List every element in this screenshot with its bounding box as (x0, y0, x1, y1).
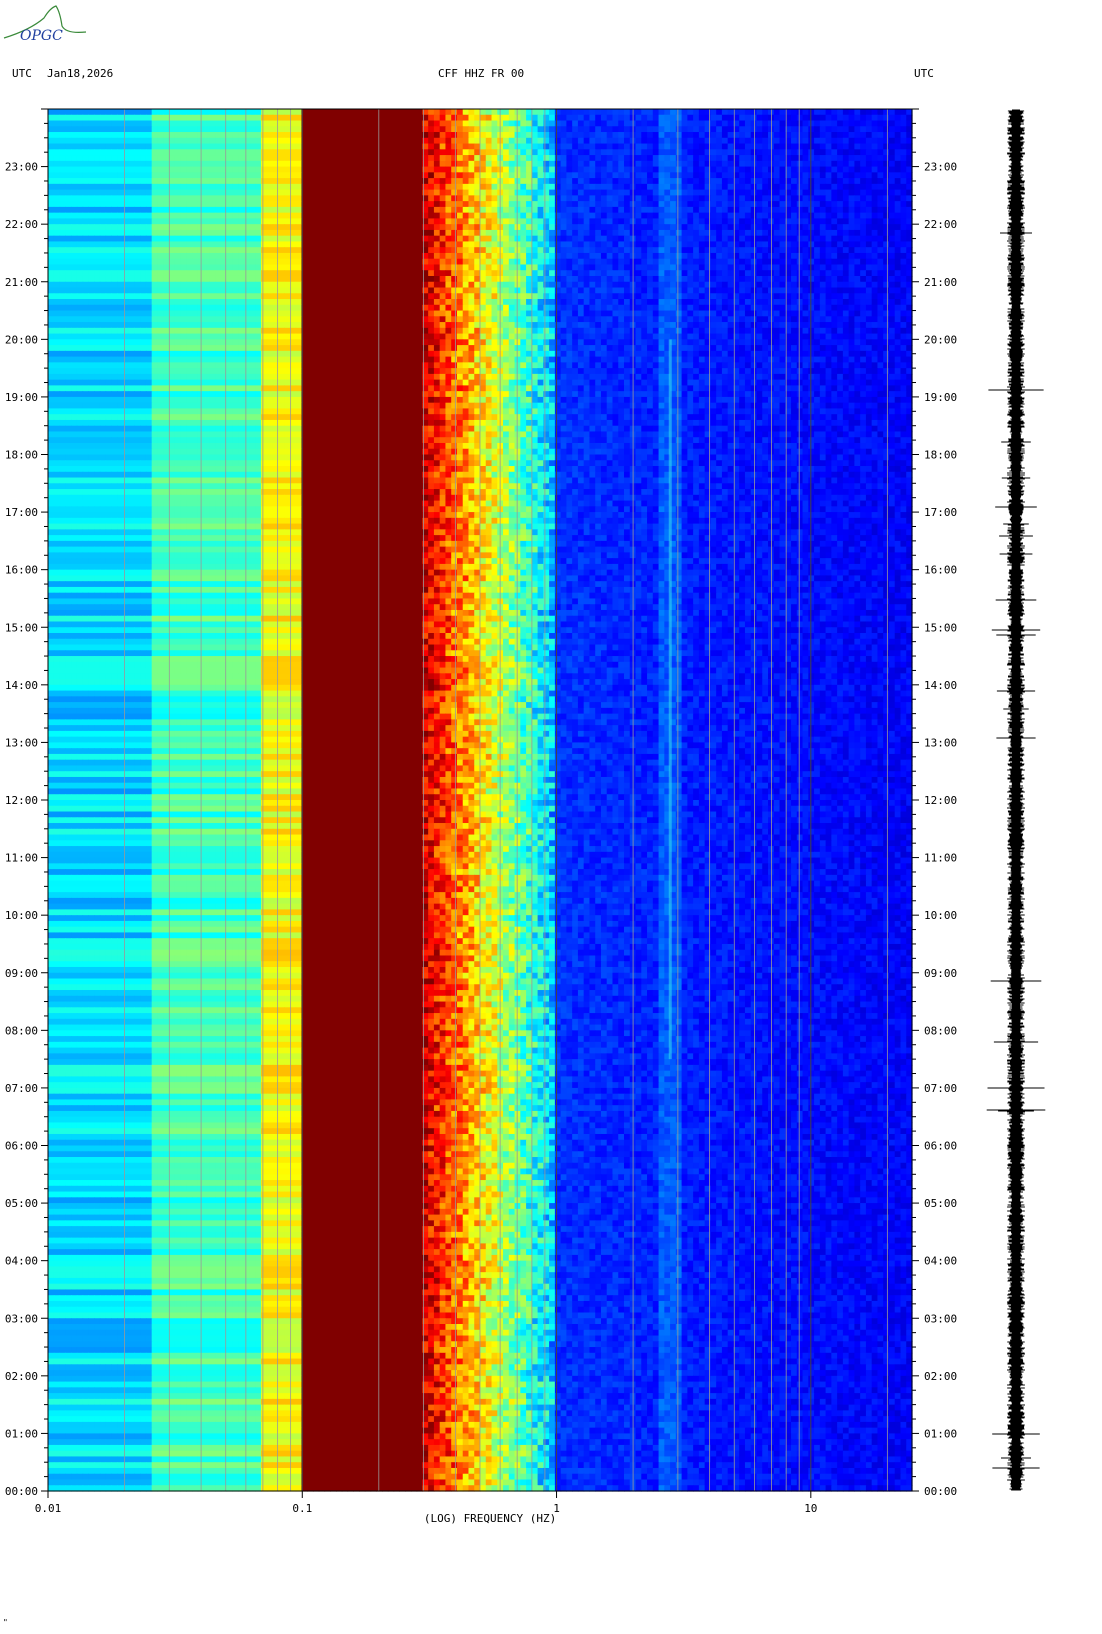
y-tick-label-left: 14:00 (5, 679, 38, 692)
y-tick-label-left: 17:00 (5, 506, 38, 519)
header-station: CFF HHZ FR 00 (438, 67, 524, 80)
y-tick-label-right: 05:00 (924, 1197, 957, 1210)
y-tick-label-right: 12:00 (924, 794, 957, 807)
header-right-tz: UTC (914, 67, 934, 80)
y-tick-label-right: 00:00 (924, 1485, 957, 1498)
y-tick-label-right: 07:00 (924, 1082, 957, 1095)
y-tick-label-left: 05:00 (5, 1197, 38, 1210)
y-tick-label-right: 02:00 (924, 1370, 957, 1383)
header-date: Jan18,2026 (47, 67, 113, 80)
y-tick-label-left: 02:00 (5, 1370, 38, 1383)
y-tick-label-right: 13:00 (924, 736, 957, 749)
seismogram-trace (986, 109, 1046, 1491)
y-tick-label-right: 11:00 (924, 852, 957, 865)
y-tick-label-left: 07:00 (5, 1082, 38, 1095)
y-tick-label-right: 15:00 (924, 621, 957, 634)
y-tick-label-right: 14:00 (924, 679, 957, 692)
spectrogram-cells (48, 109, 913, 1492)
y-tick-label-right: 06:00 (924, 1140, 957, 1153)
y-tick-label-left: 06:00 (5, 1140, 38, 1153)
y-tick-label-left: 00:00 (5, 1485, 38, 1498)
y-tick-label-left: 10:00 (5, 909, 38, 922)
y-tick-label-right: 09:00 (924, 967, 957, 980)
y-tick-label-left: 11:00 (5, 852, 38, 865)
y-tick-label-right: 01:00 (924, 1427, 957, 1440)
opgc-logo: OPGC (3, 5, 87, 44)
header-left-tz: UTC (12, 67, 32, 80)
y-tick-label-right: 04:00 (924, 1255, 957, 1268)
y-tick-label-right: 10:00 (924, 909, 957, 922)
footer-mark: " (3, 1618, 8, 1627)
y-tick-label-left: 16:00 (5, 564, 38, 577)
y-tick-label-right: 03:00 (924, 1312, 957, 1325)
y-tick-label-left: 04:00 (5, 1255, 38, 1268)
y-tick-label-right: 08:00 (924, 1024, 957, 1037)
logo-text: OPGC (20, 28, 63, 44)
y-tick-label-left: 13:00 (5, 736, 38, 749)
y-tick-label-left: 01:00 (5, 1427, 38, 1440)
y-tick-label-left: 03:00 (5, 1312, 38, 1325)
y-tick-label-left: 15:00 (5, 621, 38, 634)
y-tick-label-left: 09:00 (5, 967, 38, 980)
y-tick-label-right: 16:00 (924, 564, 957, 577)
y-tick-label-left: 12:00 (5, 794, 38, 807)
y-tick-label-left: 08:00 (5, 1024, 38, 1037)
